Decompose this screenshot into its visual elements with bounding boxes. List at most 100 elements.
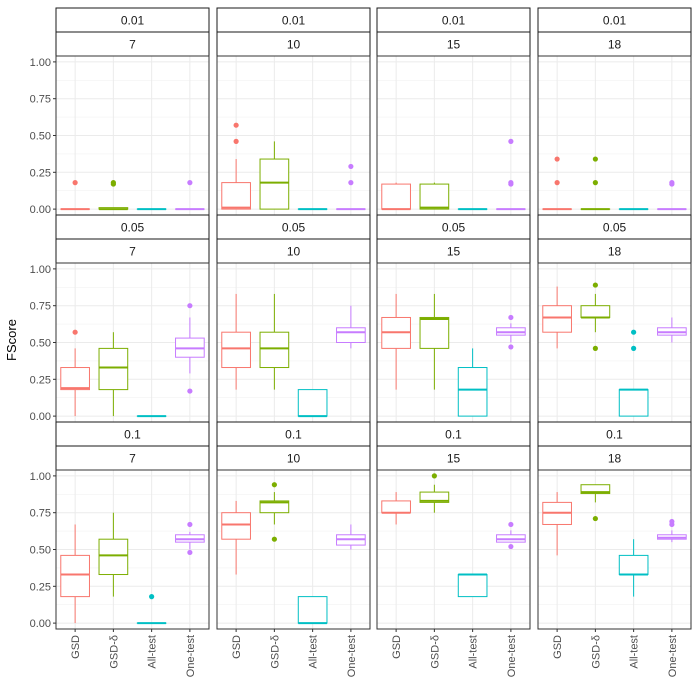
x-tick-label: GSD-δ	[269, 635, 281, 669]
box-all-test	[457, 573, 488, 598]
box-gsd	[381, 492, 411, 525]
outlier-point	[508, 180, 514, 186]
box-body	[419, 491, 450, 503]
panel-0-05-10: 0.05 10	[216, 214, 371, 423]
box-body	[98, 538, 129, 576]
y-axis-title: FScore	[4, 319, 19, 361]
outlier-point	[508, 138, 514, 144]
x-tick-label: GSD	[231, 635, 243, 659]
box-body	[221, 331, 251, 369]
outlier-point	[110, 180, 116, 186]
box-gsd	[98, 512, 129, 597]
box-one-test	[175, 521, 205, 556]
outlier-point	[233, 138, 239, 144]
x-tick-label: One-test	[667, 635, 679, 677]
y-tick-label: 1.00	[30, 471, 51, 483]
panel-0-1-7: 0.1 7 0.00 0.25 0.50 0.75 1.00 GSD GSD-δ All-test…	[30, 421, 210, 677]
panel-0-01-18: 0.01 18	[537, 7, 692, 216]
x-tick-label: GSD	[391, 635, 403, 659]
box-gsd	[419, 293, 450, 390]
panel-0-1-15: 0.1 15 GSD GSD-δ All-test One-test	[376, 421, 531, 677]
strip-col-label	[537, 445, 692, 471]
strip-row-text: 0.1	[285, 428, 302, 442]
strip-row-label	[537, 421, 692, 447]
panel-0-01-7: 0.01 7 0.00 0.25 0.50 0.75 1.00	[30, 7, 210, 216]
strip-col-label	[55, 445, 210, 471]
box-all-test	[297, 596, 328, 625]
box-body	[542, 305, 572, 333]
box-one-test	[175, 303, 205, 394]
panel-border	[376, 469, 531, 630]
box-one-test	[657, 180, 687, 211]
y-tick-label: 0.00	[30, 204, 51, 216]
box-all-test	[457, 348, 488, 417]
outlier-point	[187, 521, 193, 528]
outlier-point	[669, 518, 675, 525]
strip-row-label	[55, 7, 210, 33]
outlier-point	[631, 329, 637, 335]
outlier-point	[592, 156, 598, 162]
box-body	[60, 367, 90, 391]
x-tick-label: GSD-δ	[108, 635, 120, 669]
y-tick-label: 0.75	[30, 508, 51, 520]
box-gsd	[60, 180, 90, 211]
y-tick-label: 0.75	[30, 94, 51, 106]
outlier-point	[348, 163, 354, 170]
box-gsd	[542, 286, 572, 349]
strip-col-label	[376, 238, 531, 264]
x-tick-label: GSD-δ	[429, 635, 441, 669]
y-tick-label: 0.75	[30, 301, 51, 313]
panel-0-01-10: 0.01 10	[216, 7, 371, 216]
box-all-test	[136, 594, 167, 625]
box-body	[381, 500, 411, 514]
strip-col-text: 10	[287, 245, 301, 259]
strip-col-label	[537, 238, 692, 264]
strip-row-label	[55, 421, 210, 447]
strip-col-text: 10	[287, 38, 301, 52]
outlier-point	[271, 536, 277, 542]
strip-row-text: 0.01	[121, 14, 145, 28]
box-gsd	[221, 500, 251, 575]
box-body	[618, 389, 649, 417]
box-all-test	[618, 539, 649, 597]
outlier-point	[508, 521, 514, 528]
outlier-point	[508, 344, 514, 350]
strip-col-text: 15	[447, 452, 461, 466]
x-tick-label: All-test	[629, 635, 641, 669]
box-gsd	[259, 482, 290, 542]
strip-row-text: 0.01	[603, 14, 627, 28]
outlier-point	[592, 345, 598, 351]
panel-0-01-15: 0.01 15	[376, 7, 531, 216]
box-one-test	[336, 305, 366, 349]
box-body	[336, 327, 366, 343]
panel-border	[216, 469, 371, 630]
strip-row-text: 0.1	[124, 428, 141, 442]
strip-row-label	[216, 421, 371, 447]
panel-grid: 0.0170.000.250.500.751.000.01100.01150.0…	[30, 7, 692, 677]
box-gsd	[259, 293, 290, 390]
box-gsd	[542, 492, 572, 556]
strip-col-label	[216, 238, 371, 264]
outlier-point	[592, 282, 598, 288]
box-gsd	[580, 282, 611, 351]
strip-row-text: 0.05	[282, 221, 306, 235]
outlier-point	[72, 180, 78, 186]
box-gsd	[580, 484, 611, 522]
strip-row-text: 0.01	[282, 14, 306, 28]
box-gsd	[381, 182, 411, 211]
box-one-test	[496, 314, 526, 350]
box-one-test	[336, 163, 366, 211]
box-gsd	[60, 329, 90, 417]
box-body	[259, 500, 290, 514]
strip-col-text: 15	[447, 245, 461, 259]
box-gsd	[381, 293, 411, 390]
box-body	[419, 316, 450, 349]
outlier-point	[149, 594, 155, 600]
x-tick-label: GSD	[552, 635, 564, 659]
box-gsd	[221, 122, 251, 210]
x-tick-label: All-test	[468, 635, 480, 669]
y-tick-label: 0.50	[30, 338, 51, 350]
outlier-point	[431, 473, 437, 479]
y-tick-label: 1.00	[30, 264, 51, 276]
box-one-test	[496, 138, 526, 211]
